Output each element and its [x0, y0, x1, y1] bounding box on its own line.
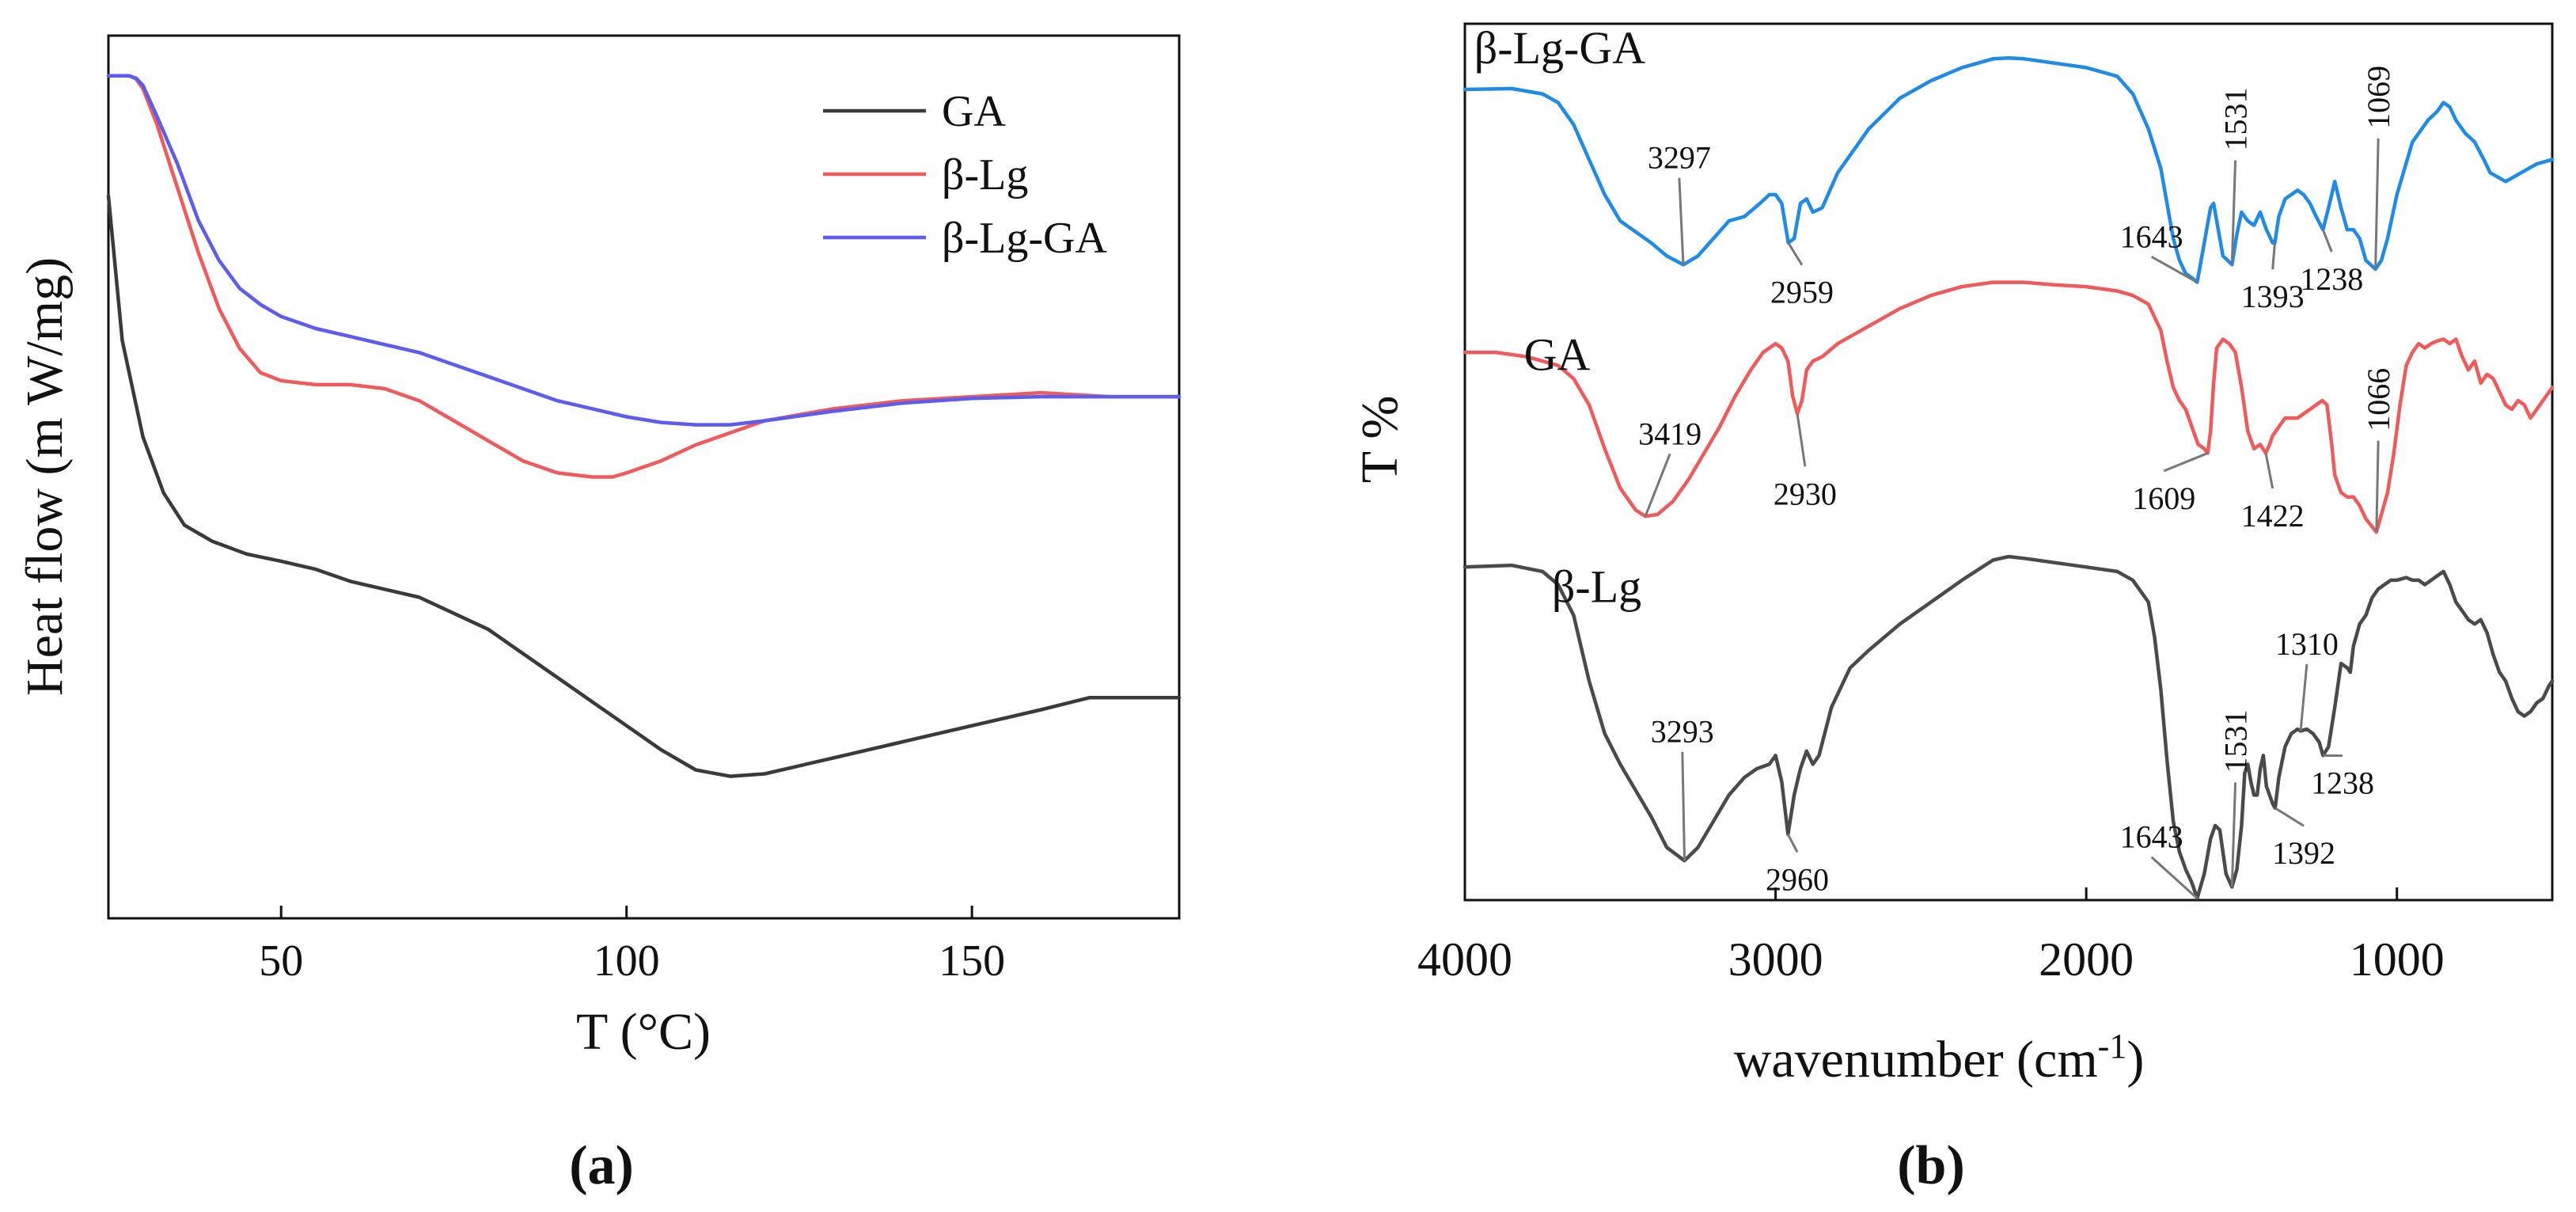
- peak-label: 1069: [2361, 66, 2396, 129]
- peak-label: 2930: [1774, 476, 1837, 511]
- x-tick-label: 2000: [2039, 933, 2134, 986]
- peak-label: 1609: [2132, 481, 2195, 516]
- peak-label: 1531: [2218, 709, 2254, 773]
- peak-label: 1310: [2275, 626, 2339, 662]
- dsc-chart: 50 100 150 GA β-Lg β-Lg-GA T (°C) Heat flow …: [16, 34, 1182, 1196]
- panel-label-a: (a): [569, 1135, 634, 1196]
- series-line-ga: [106, 194, 1182, 778]
- peak-label: 3419: [1638, 416, 1702, 451]
- peak-leader-line: [1787, 241, 1804, 266]
- peak-leader-line: [2321, 229, 2333, 253]
- peak-label: 1393: [2241, 279, 2305, 314]
- peak-leader-line: [1644, 453, 1671, 517]
- peak-label: 1643: [2120, 819, 2183, 855]
- legend-label-ga: GA: [942, 87, 1006, 136]
- peak-label: 3297: [1648, 140, 1711, 176]
- x-ticks: [1463, 887, 2399, 900]
- peak-leader-line: [2375, 440, 2380, 533]
- legend-label-lg-ga: β-Lg-GA: [942, 214, 1107, 263]
- spectrum-label-lg: β-Lg: [1552, 561, 1641, 613]
- spectrum-lg: [1463, 554, 2555, 901]
- series-line-lg: [106, 74, 1182, 479]
- x-ticks: [279, 906, 973, 918]
- peak-label: 1422: [2241, 498, 2305, 534]
- peak-leader-line: [1678, 177, 1685, 265]
- x-tick-label: 100: [594, 937, 660, 986]
- peak-leader-line: [1681, 751, 1686, 861]
- y-axis-label: T %: [1351, 396, 1409, 484]
- ftir-chart: 4000 3000 2000 1000 β-Lg-GA GA β-Lg 3297 2959 1…: [1351, 22, 2555, 1196]
- peak-label: 1066: [2361, 368, 2396, 431]
- series-lines: [1463, 55, 2555, 901]
- peak-label: 3293: [1651, 714, 1714, 750]
- peak-leader-line: [2230, 160, 2237, 265]
- x-axis-label: T (°C): [576, 1003, 711, 1061]
- spectrum-label-ga: GA: [1524, 329, 1591, 380]
- peak-label: 1392: [2272, 835, 2335, 871]
- x-axis-label-main: wavenumber (cm: [1734, 1031, 2098, 1089]
- series-line-lg-ga: [106, 74, 1182, 427]
- peak-leader-line: [2230, 782, 2237, 887]
- y-axis-label: Heat flow (m W/mg): [16, 257, 74, 696]
- spectrum-lg-ga: [1463, 55, 2555, 284]
- x-axis-label-tail: ): [2126, 1031, 2144, 1089]
- peak-label: 1238: [2300, 261, 2363, 297]
- series-labels: β-Lg-GA GA β-Lg: [1474, 22, 1645, 613]
- peak-leader-line: [2374, 138, 2380, 269]
- x-tick-label: 3000: [1728, 933, 1823, 986]
- panel-label-b: (b): [1897, 1135, 1965, 1196]
- peak-leader-line: [2271, 242, 2276, 270]
- peak-leader-line: [1786, 834, 1799, 853]
- peak-label: 2960: [1766, 861, 1829, 897]
- peak-leader-line: [2150, 856, 2199, 899]
- peak-leader-line: [2163, 452, 2209, 473]
- legend: GA β-Lg β-Lg-GA: [823, 87, 1107, 263]
- x-tick-labels: 4000 3000 2000 1000: [1417, 933, 2445, 986]
- x-tick-label: 50: [259, 937, 303, 986]
- peak-label: 1238: [2311, 766, 2374, 801]
- peak-leader-line: [2299, 663, 2309, 731]
- peak-label: 1531: [2218, 88, 2254, 151]
- x-tick-labels: 50 100 150: [259, 937, 1005, 986]
- spectrum-ga: [1463, 280, 2555, 534]
- peak-leader-line: [2274, 807, 2305, 827]
- x-tick-label: 4000: [1417, 933, 1512, 986]
- peak-label: 2959: [1770, 275, 1834, 310]
- peak-leader-line: [2150, 255, 2199, 283]
- peak-leader-line: [2264, 453, 2274, 489]
- plot-frame: [1463, 22, 2554, 902]
- x-axis-label-superscript: -1: [2098, 1027, 2127, 1066]
- peak-label: 1643: [2120, 218, 2183, 254]
- x-tick-label: 150: [939, 937, 1005, 986]
- peak-leader-line: [1796, 413, 1807, 467]
- spectrum-label-lg-ga: β-Lg-GA: [1474, 22, 1645, 74]
- plot-frame: [107, 34, 1181, 920]
- legend-label-lg: β-Lg: [942, 150, 1028, 199]
- x-tick-label: 1000: [2350, 933, 2445, 986]
- series-lines: [106, 74, 1182, 778]
- x-axis-label: wavenumber (cm-1): [1734, 1027, 2145, 1089]
